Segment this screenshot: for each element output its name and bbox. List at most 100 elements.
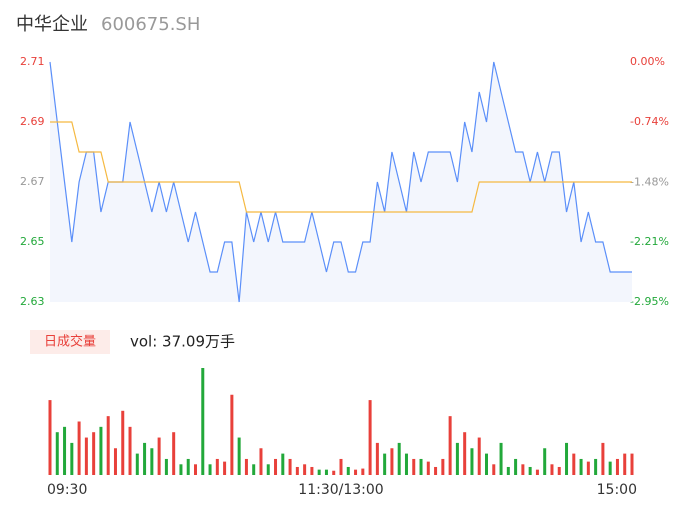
volume-bar <box>368 400 372 475</box>
y2-tick-label: 0.00% <box>630 55 665 68</box>
price-line <box>49 61 632 303</box>
volume-bar <box>186 458 190 475</box>
volume-bar <box>259 448 263 475</box>
volume-bar <box>594 458 598 475</box>
volume-bar <box>135 453 139 475</box>
volume-bar <box>310 466 314 475</box>
volume-bar <box>528 466 532 475</box>
volume-bar <box>492 464 496 475</box>
stock-name: 中华企业 <box>16 14 88 35</box>
average-line <box>50 121 632 213</box>
volume-bar <box>201 368 205 475</box>
volume-bar <box>128 426 132 475</box>
volume-bar <box>346 466 350 475</box>
volume-bar <box>608 461 612 475</box>
volume-bar <box>375 442 379 475</box>
volume-bar <box>244 458 248 475</box>
x-tick-label: 11:30/13:00 <box>298 482 383 498</box>
volume-bar <box>295 466 299 475</box>
y2-tick-label: -2.21% <box>630 235 669 248</box>
stock-code: 600675.SH <box>101 14 200 35</box>
volume-bar <box>463 432 467 475</box>
volume-bar <box>157 437 161 475</box>
volume-bar <box>303 464 307 475</box>
volume-bar <box>63 426 67 475</box>
volume-bar <box>630 453 634 475</box>
volume-bar <box>150 448 154 475</box>
volume-bar <box>55 432 59 475</box>
volume-bar <box>535 469 539 475</box>
volume-bar <box>521 464 525 475</box>
y-tick-label: 2.67 <box>20 175 45 188</box>
volume-bar <box>92 432 96 475</box>
y2-tick-label: -2.95% <box>630 295 669 308</box>
volume-bar <box>441 458 445 475</box>
volume-bar <box>266 464 270 475</box>
volume-bar <box>565 442 569 475</box>
volume-bar <box>397 442 401 475</box>
volume-bar <box>354 469 358 475</box>
volume-bar <box>448 416 452 475</box>
volume-bar <box>164 458 168 475</box>
volume-bar <box>586 461 590 475</box>
volume-bar <box>223 461 227 475</box>
volume-bar <box>477 437 481 475</box>
y-tick-label: 2.65 <box>20 235 45 248</box>
volume-bar <box>99 426 103 475</box>
volume-bar <box>84 437 88 475</box>
volume-bar <box>317 469 321 475</box>
volume-bar <box>121 410 125 475</box>
volume-bar <box>485 453 488 475</box>
volume-bar <box>106 416 110 475</box>
y-tick-label: 2.69 <box>20 115 45 128</box>
volume-bar <box>194 464 197 475</box>
volume-bar <box>404 453 408 475</box>
volume-bar <box>455 442 459 475</box>
volume-bar <box>172 432 176 475</box>
volume-bar <box>623 453 627 475</box>
volume-button-label[interactable]: 日成交量 <box>44 334 96 350</box>
volume-bar <box>615 458 619 475</box>
volume-bar <box>77 421 81 475</box>
volume-bar <box>506 466 510 475</box>
volume-bar <box>339 458 343 475</box>
volume-bar <box>572 453 576 475</box>
volume-bar <box>426 461 430 475</box>
volume-bar <box>230 394 234 475</box>
volume-bar <box>601 442 605 475</box>
volume-bar <box>70 442 74 475</box>
y-tick-label: 2.63 <box>20 295 45 308</box>
volume-bar <box>215 458 219 475</box>
volume-bar <box>499 442 503 475</box>
volume-summary: vol: 37.09万手 <box>130 333 235 351</box>
volume-bar <box>412 458 416 475</box>
volume-bar <box>281 453 285 475</box>
volume-button[interactable] <box>30 330 110 354</box>
volume-bar <box>390 448 394 475</box>
x-tick-label: 09:30 <box>47 482 87 498</box>
volume-bar <box>557 466 561 475</box>
volume-bar <box>419 458 423 475</box>
volume-bar <box>48 400 52 475</box>
volume-bar <box>113 448 117 475</box>
x-tick-label: 15:00 <box>597 482 637 498</box>
volume-bar <box>332 470 336 475</box>
volume-bar <box>324 469 328 475</box>
y2-tick-label: -0.74% <box>630 115 669 128</box>
volume-bar <box>237 437 241 475</box>
volume-bar <box>179 464 183 475</box>
volume-bar <box>434 466 438 475</box>
volume-bar <box>208 464 212 475</box>
y2-tick-label: -1.48% <box>630 175 669 188</box>
volume-bar <box>288 458 292 475</box>
volume-bar <box>550 464 554 475</box>
volume-bar <box>383 453 387 475</box>
volume-bar <box>470 448 474 475</box>
volume-bar <box>579 458 583 475</box>
volume-bar <box>361 468 365 475</box>
volume-bar <box>274 458 278 475</box>
volume-bar <box>252 464 256 475</box>
volume-bar <box>543 448 547 475</box>
volume-bar <box>514 458 518 475</box>
